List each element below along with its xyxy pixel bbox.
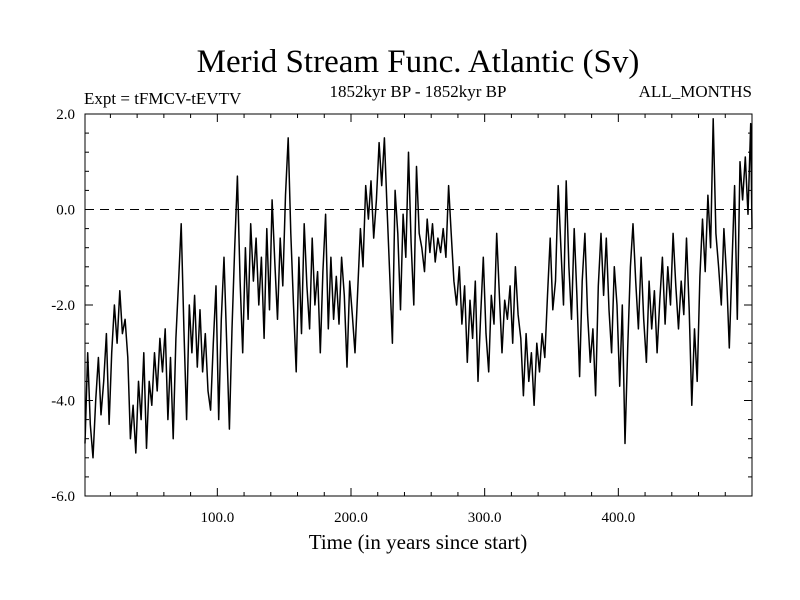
y-tick-label: 2.0 [56,107,75,123]
x-tick-label: 300.0 [468,510,502,526]
chart-subtitle-left: Expt = tFMCV-tEVTV [84,89,242,108]
plot-area: 100.0 200.0 300.0 400.0 2.0 0.0 -2.0 -4.0 -6.0 [51,107,753,526]
x-tick-label: 200.0 [334,510,368,526]
y-tick-label: -4.0 [51,394,75,410]
y-tick-label: 0.0 [56,203,75,219]
y-tick-label: -2.0 [51,298,75,314]
chart-title: Merid Stream Func. Atlantic (Sv) [197,44,640,80]
chart-subtitle-right: ALL_MONTHS [639,82,752,101]
y-tick-label: -6.0 [51,489,75,505]
x-tick-label: 100.0 [200,510,234,526]
x-axis-label: Time (in years since start) [309,530,528,554]
chart-subtitle-center: 1852kyr BP - 1852kyr BP [330,82,507,101]
series-line [84,118,753,459]
plot-frame [84,113,753,497]
x-tick-label: 400.0 [601,510,635,526]
